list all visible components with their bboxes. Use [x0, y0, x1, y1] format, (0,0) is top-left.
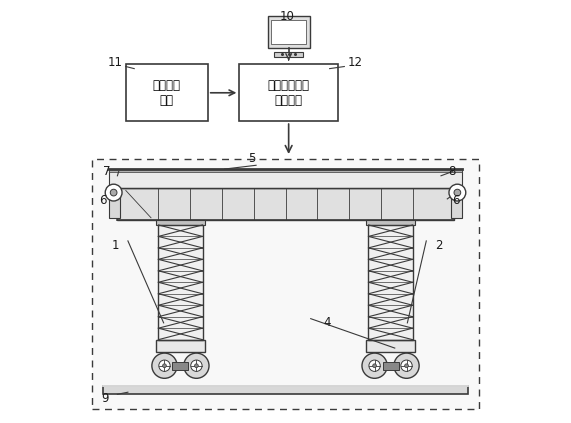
Circle shape	[195, 364, 198, 368]
Circle shape	[401, 360, 412, 371]
Circle shape	[191, 360, 202, 371]
Bar	[109, 171, 462, 188]
Bar	[368, 225, 413, 340]
Circle shape	[454, 189, 461, 196]
Text: 9: 9	[101, 392, 108, 405]
Bar	[156, 220, 204, 225]
Text: 6: 6	[452, 195, 460, 208]
Text: 7: 7	[103, 165, 111, 178]
Bar	[126, 64, 208, 121]
Text: 5: 5	[248, 152, 256, 165]
Text: 8: 8	[448, 165, 455, 178]
Bar	[383, 362, 399, 370]
Circle shape	[362, 353, 387, 378]
Bar	[158, 225, 203, 340]
Circle shape	[163, 364, 166, 368]
Bar	[452, 190, 462, 218]
Text: 6: 6	[99, 195, 106, 208]
Circle shape	[159, 360, 170, 371]
Circle shape	[184, 353, 209, 378]
Bar	[109, 190, 119, 218]
Bar	[268, 16, 309, 48]
Circle shape	[105, 184, 122, 201]
Text: 监控探头
模块: 监控探头 模块	[153, 79, 181, 107]
Circle shape	[369, 360, 380, 371]
Bar	[156, 340, 204, 352]
Bar	[367, 220, 415, 225]
Bar	[118, 188, 453, 220]
Bar	[103, 386, 468, 394]
Bar	[368, 225, 413, 340]
Text: 4: 4	[324, 316, 331, 330]
Text: 11: 11	[108, 56, 123, 69]
Circle shape	[373, 364, 376, 368]
Text: 1: 1	[111, 239, 119, 252]
Text: 交通事故智能
决策模块: 交通事故智能 决策模块	[268, 79, 309, 107]
Circle shape	[449, 184, 466, 201]
Bar	[367, 340, 415, 352]
Text: 2: 2	[435, 239, 443, 252]
Bar	[172, 362, 188, 370]
Bar	[271, 20, 306, 44]
Bar	[109, 170, 462, 172]
Text: 12: 12	[347, 56, 363, 69]
Bar	[158, 225, 203, 340]
Text: 10: 10	[280, 10, 295, 22]
Bar	[92, 159, 479, 409]
Circle shape	[152, 353, 177, 378]
Circle shape	[394, 353, 419, 378]
Bar	[274, 52, 303, 57]
Bar	[239, 64, 338, 121]
Circle shape	[110, 189, 117, 196]
Circle shape	[405, 364, 408, 368]
